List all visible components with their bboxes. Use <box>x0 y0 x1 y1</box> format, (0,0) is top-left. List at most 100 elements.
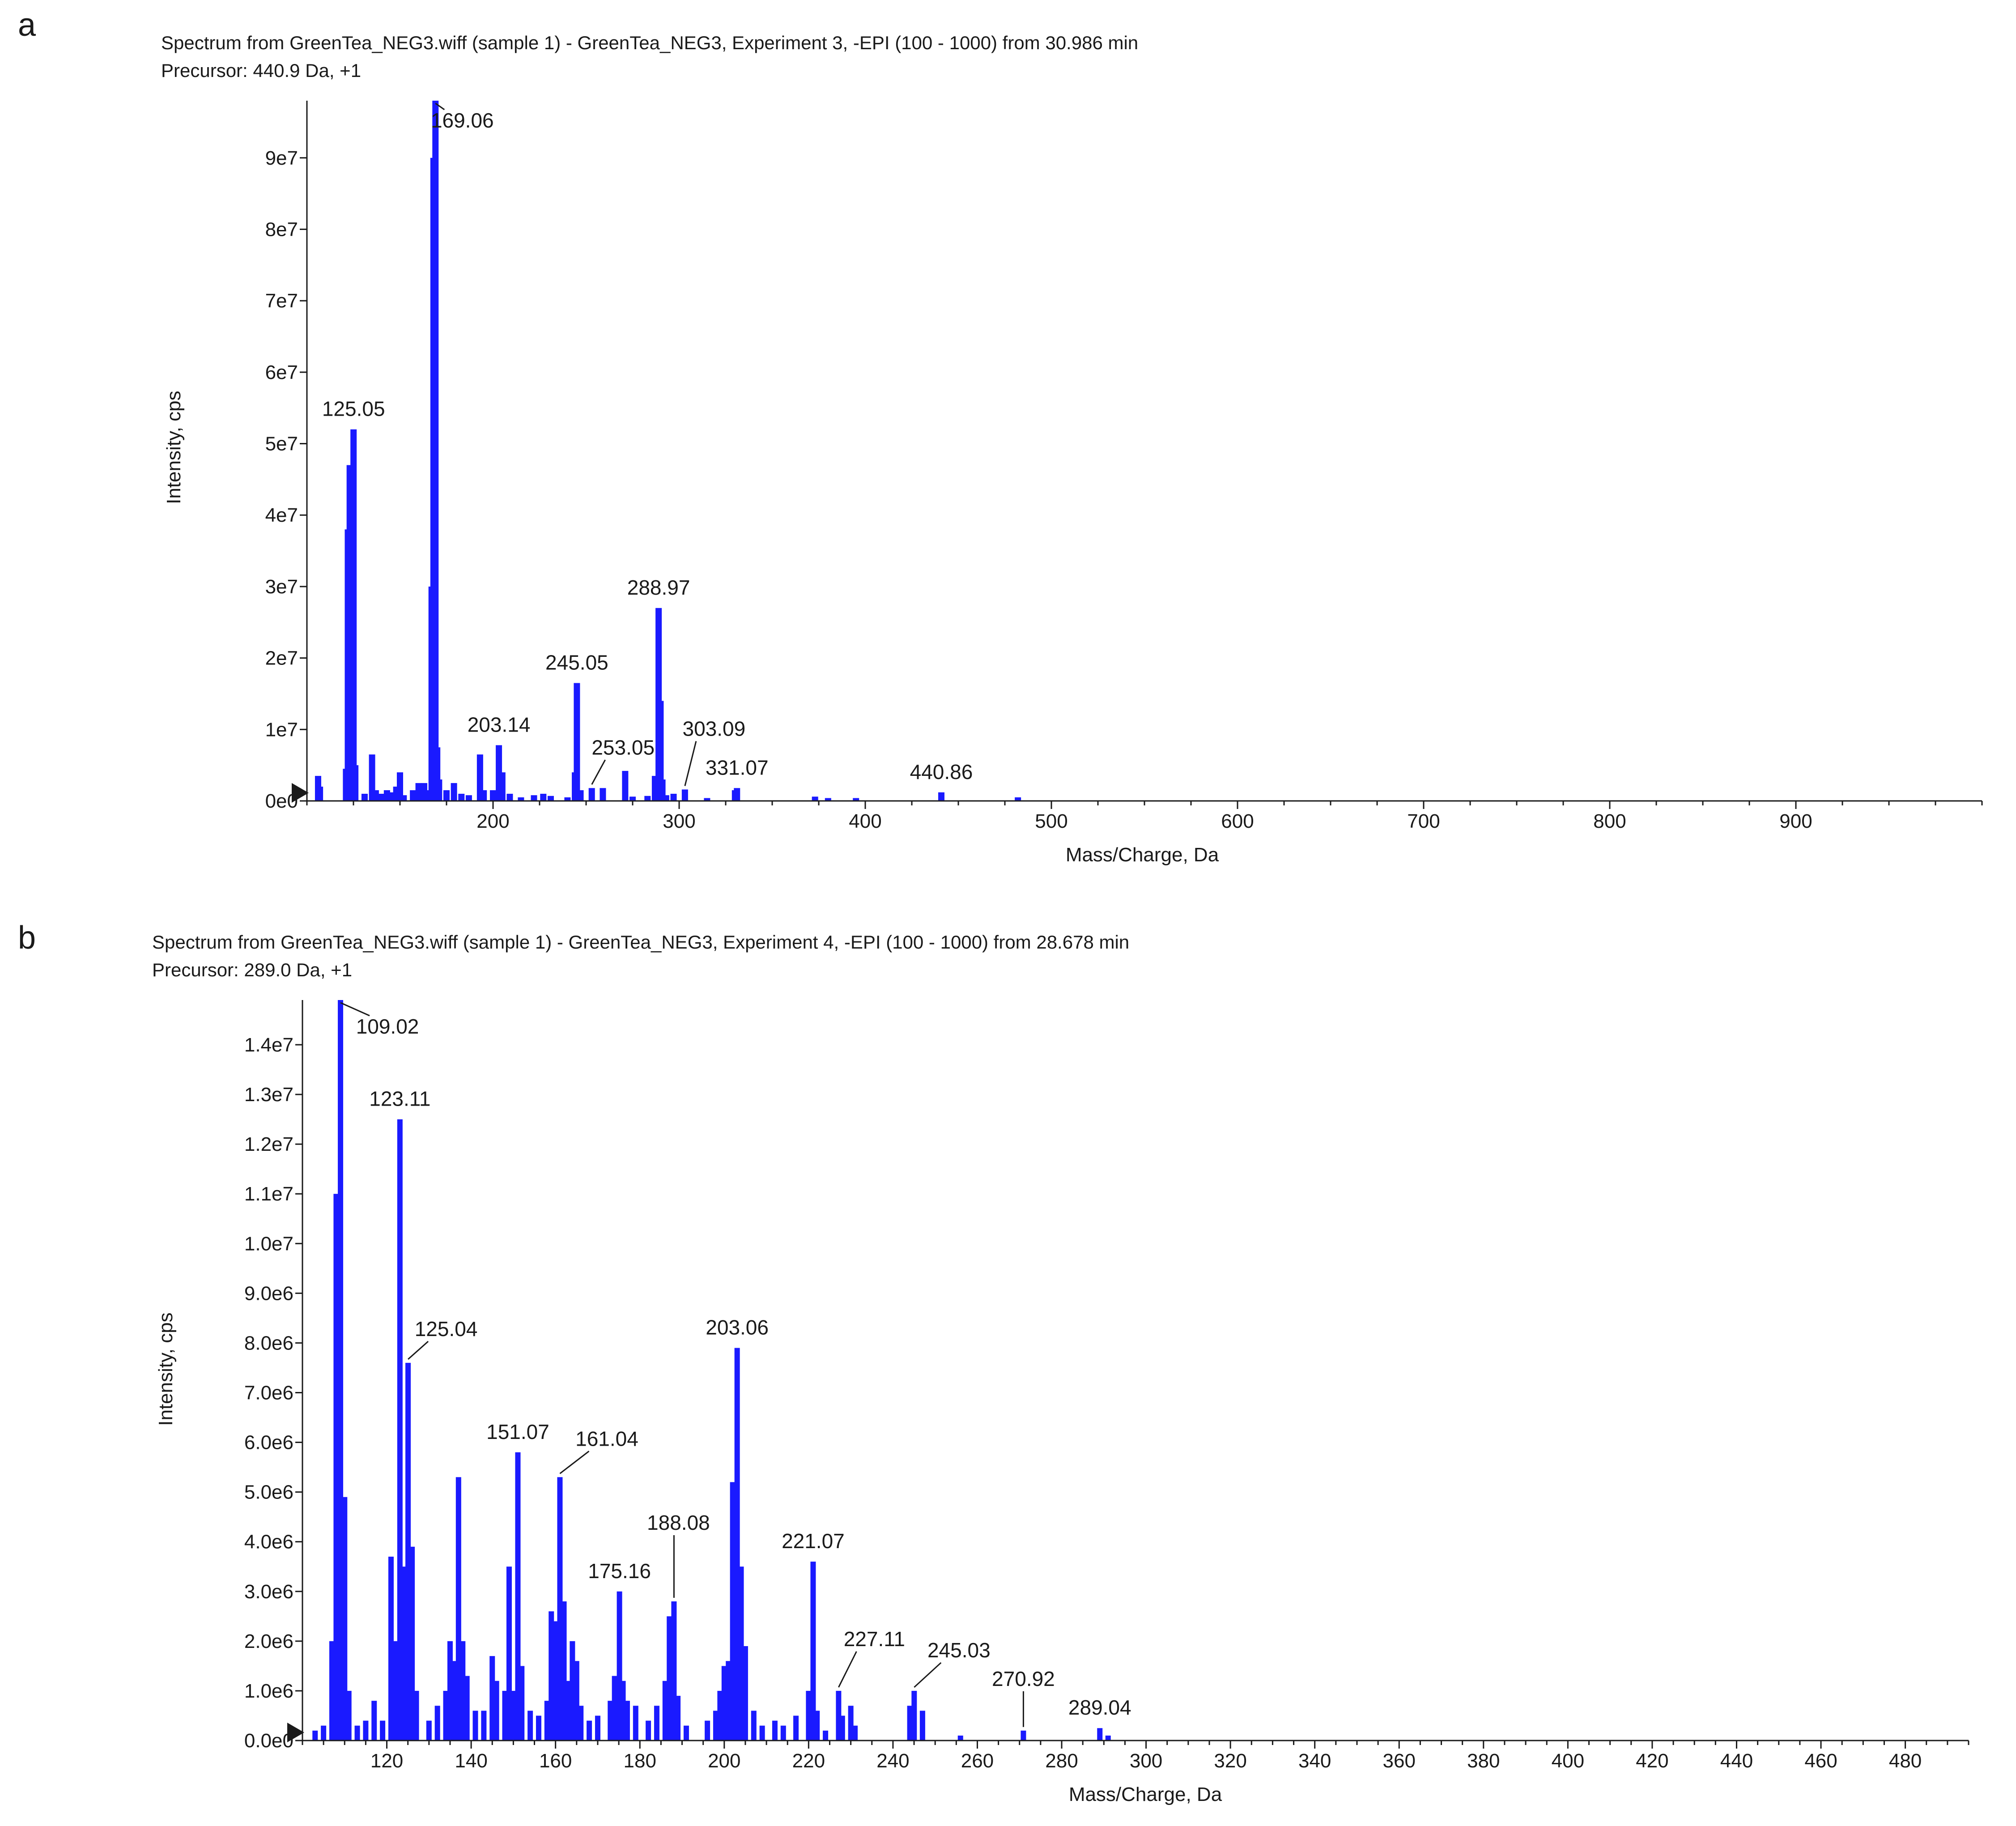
y-tick-label: 6e7 <box>265 362 298 383</box>
peak-bar <box>742 1646 748 1741</box>
y-tick-label: 4.0e6 <box>244 1531 293 1553</box>
peak-bar <box>938 792 944 801</box>
peak-bar <box>600 788 606 801</box>
peak-bar <box>751 1711 757 1741</box>
peak-bar <box>624 1701 630 1741</box>
peak-bar <box>683 1725 689 1741</box>
chart-subtitle-b: Precursor: 289.0 Da, +1 <box>152 959 352 980</box>
peak-label: 270.92 <box>992 1667 1055 1690</box>
peak-bar <box>388 1557 394 1741</box>
x-tick-label: 400 <box>1552 1750 1584 1772</box>
peak-bar <box>713 1711 719 1741</box>
peak-label: 253.05 <box>591 736 655 759</box>
peak-label: 440.86 <box>910 760 973 783</box>
peak-label: 109.02 <box>356 1015 419 1038</box>
peak-bar <box>549 1611 554 1741</box>
peak-bar <box>434 1706 440 1741</box>
peak-bar <box>443 1690 449 1741</box>
y-tick-label: 0.0e0 <box>244 1730 293 1752</box>
x-tick-label: 900 <box>1779 810 1812 832</box>
peak-bar <box>465 795 472 801</box>
peak-bar <box>644 796 651 801</box>
peak-bar <box>361 794 368 801</box>
peak-bar <box>853 798 859 801</box>
peak-label: 331.07 <box>706 756 769 779</box>
peak-bar <box>662 1681 668 1741</box>
peak-bar <box>443 790 450 801</box>
peak-bar <box>506 794 513 801</box>
peak-bar <box>738 1566 744 1741</box>
y-tick-label: 6.0e6 <box>244 1432 293 1454</box>
peak-leader-line <box>435 102 445 111</box>
peak-bar <box>410 790 417 801</box>
peak-bar <box>338 1000 344 1741</box>
y-tick-label: 7.0e6 <box>244 1382 293 1404</box>
peak-bar <box>759 1725 765 1741</box>
spectrum-panel-a: a Spectrum from GreenTea_NEG3.wiff (samp… <box>18 7 1983 866</box>
y-tick-label: 3e7 <box>265 576 298 598</box>
peak-bar <box>333 1194 339 1741</box>
x-tick-label: 320 <box>1214 1750 1246 1772</box>
peak-label: 227.11 <box>844 1627 905 1651</box>
peak-bar <box>346 1690 352 1741</box>
peak-leader-line <box>340 1002 370 1017</box>
peak-bar <box>490 790 496 801</box>
y-tick-label: 1.1e7 <box>244 1183 293 1205</box>
peak-bar <box>400 795 407 801</box>
peak-bar <box>654 1706 659 1741</box>
peak-bar <box>451 1661 457 1741</box>
peak-bar <box>342 1497 348 1741</box>
peak-bar <box>481 790 487 801</box>
peak-bar <box>392 1641 398 1741</box>
peak-bar <box>595 1715 600 1741</box>
peak-bar <box>371 1701 377 1741</box>
peak-bar <box>675 1696 681 1741</box>
x-tick-label: 400 <box>849 810 881 832</box>
peak-bar <box>578 1706 584 1741</box>
peak-bar <box>510 1690 516 1741</box>
peak-bar <box>378 794 385 801</box>
y-axis-label-a: Intensity, cps <box>163 391 185 504</box>
peak-bars-b <box>312 1000 1111 1741</box>
peak-bar <box>460 1641 466 1741</box>
peak-label: 203.14 <box>468 713 531 736</box>
x-tick-label: 800 <box>1593 810 1626 832</box>
peak-leader-line <box>838 1651 857 1688</box>
peak-bar <box>544 1701 550 1741</box>
peak-bar <box>570 1641 575 1741</box>
peak-label: 288.97 <box>627 576 690 599</box>
x-tick-label: 200 <box>708 1750 740 1772</box>
peak-bar <box>405 1362 411 1741</box>
x-tick-label: 120 <box>370 1750 403 1772</box>
peak-bar <box>670 794 677 801</box>
peak-label: 123.11 <box>369 1087 430 1111</box>
peak-bar <box>472 1711 478 1741</box>
x-tick-label: 280 <box>1045 1750 1078 1772</box>
peak-bar <box>633 1706 638 1741</box>
peak-bar <box>608 1701 613 1741</box>
x-tick-label: 700 <box>1407 810 1440 832</box>
peak-label: 151.07 <box>486 1420 549 1443</box>
y-tick-label: 2e7 <box>265 647 298 669</box>
x-tick-label: 180 <box>624 1750 656 1772</box>
peak-bar <box>646 1720 651 1741</box>
axis-ticks-b: 0.0e0 1.0e6 2.0e6 3.0e6 4.0e6 5.0e6 6.0e6 7.0e6… <box>244 1034 1969 1772</box>
y-tick-label: 5e7 <box>265 433 298 455</box>
peak-label: 221.07 <box>782 1529 845 1553</box>
panel-letter-b: b <box>18 920 36 956</box>
y-tick-label: 8.0e6 <box>244 1332 293 1354</box>
peak-bar <box>721 1666 727 1741</box>
peak-label: 303.09 <box>683 717 746 740</box>
y-tick-label: 1.3e7 <box>244 1084 293 1106</box>
peak-bar <box>814 1711 820 1741</box>
peak-label: 169.06 <box>431 109 494 132</box>
y-tick-label: 4e7 <box>265 504 298 526</box>
peak-bar <box>793 1715 799 1741</box>
peak-bar <box>458 794 465 801</box>
peak-label: 161.04 <box>575 1427 638 1450</box>
peak-bar <box>565 1681 571 1741</box>
peak-bar <box>957 1735 963 1741</box>
peak-bar <box>667 1616 672 1741</box>
peak-bars-a <box>315 101 1021 801</box>
peak-bar <box>717 1690 723 1741</box>
